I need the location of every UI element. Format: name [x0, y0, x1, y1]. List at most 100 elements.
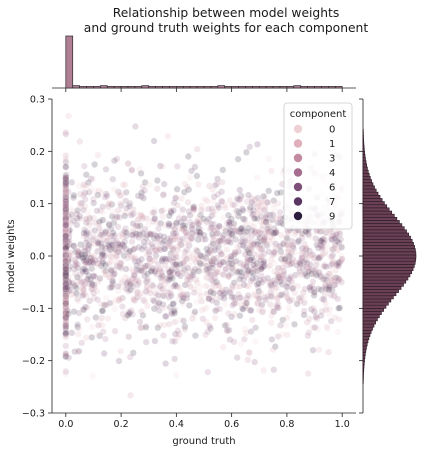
scatter-point — [129, 239, 135, 245]
marginal-y-bar — [363, 202, 384, 205]
scatter-point — [117, 232, 123, 238]
scatter-point — [200, 216, 206, 222]
scatter-point — [63, 284, 69, 290]
scatter-point — [127, 392, 133, 398]
scatter-point — [306, 316, 312, 322]
marginal-x-bar — [273, 86, 280, 88]
scatter-point — [117, 200, 123, 206]
scatter-point — [297, 272, 303, 278]
marginal-y-bar — [363, 274, 410, 277]
scatter-point — [166, 256, 172, 262]
scatter-point — [249, 199, 255, 205]
marginal-x-bar — [149, 86, 156, 88]
marginal-x-bar — [169, 86, 176, 88]
scatter-point — [126, 334, 132, 340]
scatter-point — [174, 163, 180, 169]
scatter-point — [307, 261, 313, 267]
scatter-point — [270, 201, 276, 207]
scatter-point — [197, 284, 203, 290]
marginal-y-bar — [363, 258, 416, 261]
scatter-point — [168, 292, 174, 298]
scatter-point — [65, 113, 71, 119]
scatter-point — [190, 267, 196, 273]
scatter-point — [89, 257, 95, 263]
scatter-point — [217, 238, 223, 244]
scatter-point — [305, 370, 311, 376]
legend-label: 6 — [329, 183, 335, 194]
scatter-point — [144, 303, 150, 309]
scatter-point — [155, 226, 161, 232]
scatter-point — [150, 297, 156, 303]
scatter-point — [237, 196, 243, 202]
scatter-point — [104, 193, 110, 199]
scatter-point — [123, 189, 129, 195]
marginal-x-bar — [218, 86, 225, 88]
scatter-point — [278, 273, 284, 279]
marginal-y-bar — [363, 233, 409, 236]
scatter-point — [154, 177, 160, 183]
scatter-point — [220, 167, 226, 173]
scatter-point — [151, 209, 157, 215]
scatter-point — [108, 284, 114, 290]
scatter-point — [103, 295, 109, 301]
scatter-point — [82, 182, 88, 188]
scatter-point — [144, 276, 150, 282]
marginal-y-bar — [363, 230, 407, 233]
scatter-point — [185, 153, 191, 159]
marginal-x-bar — [308, 86, 315, 88]
marginal-y-bar — [363, 359, 365, 362]
scatter-point — [156, 307, 162, 313]
y-axis-ticks: −0.3−0.2−0.10.00.10.20.3 — [22, 95, 52, 420]
marginal-y-bar — [363, 333, 370, 336]
marginal-x-bar — [176, 86, 183, 88]
scatter-point — [83, 172, 89, 178]
marginal-y-bar — [363, 246, 415, 249]
scatter-point — [152, 338, 158, 344]
marginal-y-bar — [363, 158, 366, 161]
scatter-point — [280, 317, 286, 323]
scatter-point — [325, 349, 331, 355]
scatter-point — [338, 258, 344, 264]
scatter-point — [212, 315, 218, 321]
scatter-point — [148, 232, 154, 238]
scatter-point — [243, 149, 249, 155]
scatter-point — [212, 227, 218, 233]
scatter-point — [76, 310, 82, 316]
scatter-point — [129, 167, 135, 173]
scatter-point — [131, 272, 137, 278]
scatter-point — [248, 244, 254, 250]
marginal-x-bar — [100, 86, 107, 88]
scatter-point — [266, 156, 272, 162]
scatter-point — [210, 240, 216, 246]
scatter-point — [192, 332, 198, 338]
scatter-point — [195, 181, 201, 187]
scatter-point — [76, 326, 82, 332]
marginal-y-bar — [363, 296, 393, 299]
scatter-point — [122, 239, 128, 245]
marginal-x-bar — [245, 86, 252, 88]
legend-marker — [294, 197, 302, 205]
scatter-point — [77, 138, 83, 144]
scatter-point — [194, 173, 200, 179]
scatter-point — [291, 321, 297, 327]
scatter-point — [297, 260, 303, 266]
marginal-x-bar — [294, 86, 301, 88]
marginal-y-bar — [363, 343, 367, 346]
legend-label: 3 — [329, 154, 335, 165]
scatter-point — [245, 292, 251, 298]
scatter-point — [170, 283, 176, 289]
scatter-point — [129, 232, 135, 238]
scatter-point — [199, 307, 205, 313]
scatter-point — [289, 297, 295, 303]
marginal-x-bar — [156, 86, 163, 88]
legend-label: 1 — [329, 139, 335, 150]
scatter-point — [112, 306, 118, 312]
scatter-point — [81, 233, 87, 239]
scatter-point — [231, 339, 237, 345]
scatter-point — [111, 158, 117, 164]
scatter-point — [116, 295, 122, 301]
scatter-point — [312, 324, 318, 330]
scatter-point — [286, 308, 292, 314]
